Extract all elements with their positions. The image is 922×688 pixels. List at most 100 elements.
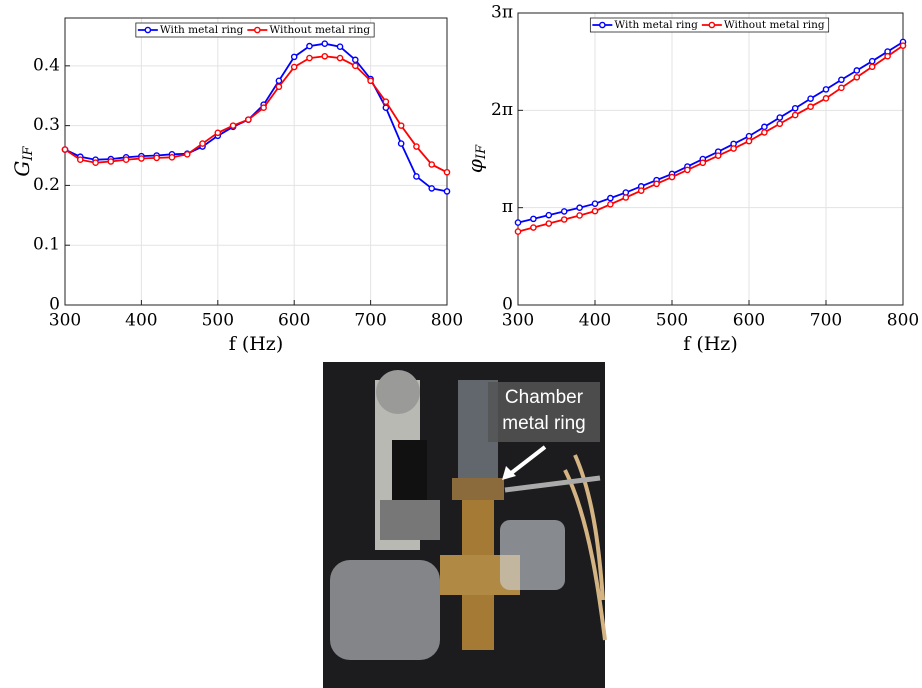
x-tick-label: 400 <box>579 311 611 331</box>
photo-ring <box>452 478 504 500</box>
legend-label: Without metal ring <box>724 19 825 31</box>
y-axis-label-base: φ <box>463 159 487 173</box>
legend-marker <box>144 26 152 34</box>
data-point <box>822 86 830 93</box>
data-point <box>560 208 568 215</box>
data-point <box>413 143 420 150</box>
data-point <box>321 52 329 60</box>
data-point <box>791 104 799 112</box>
x-tick-label: 800 <box>887 311 919 331</box>
legend: With metal ring Without metal ring <box>589 17 830 33</box>
data-point <box>576 204 583 212</box>
data-point <box>168 154 176 161</box>
y-tick-label: π <box>502 197 513 217</box>
data-point <box>153 154 160 162</box>
photo-rod <box>504 475 601 493</box>
data-point <box>514 228 522 235</box>
data-point <box>397 122 405 129</box>
data-point <box>76 156 84 164</box>
data-point <box>591 200 599 207</box>
y-axis-label: φIF <box>463 144 489 173</box>
data-point <box>428 161 436 168</box>
data-point <box>684 166 691 174</box>
y-axis-label-base: G <box>10 161 34 177</box>
data-point <box>853 67 861 74</box>
data-point <box>530 224 537 231</box>
axes-frame <box>64 17 448 306</box>
annotation-arrowhead <box>502 466 516 480</box>
data-point <box>761 123 768 131</box>
data-point <box>290 53 298 61</box>
data-point <box>138 155 145 162</box>
data-point <box>776 114 784 121</box>
y-axis-label-subscript: IF <box>21 145 36 161</box>
data-point <box>61 146 69 153</box>
data-point <box>352 56 359 64</box>
data-point <box>868 63 876 71</box>
data-point <box>443 168 451 176</box>
data-point <box>245 116 252 123</box>
data-point <box>822 95 830 102</box>
data-point <box>730 145 737 152</box>
plot-area <box>65 18 447 305</box>
data-point <box>545 211 553 219</box>
data-point <box>637 187 645 194</box>
legend-marker <box>599 21 606 29</box>
y-tick-label: 0.2 <box>33 175 60 195</box>
data-point <box>560 216 568 223</box>
data-point <box>275 83 283 91</box>
data-point <box>699 159 707 167</box>
data-point <box>807 95 814 102</box>
photo-right-chamber <box>500 520 565 590</box>
data-point <box>714 152 722 159</box>
data-point <box>413 173 420 180</box>
data-point <box>838 84 845 92</box>
data-point <box>122 156 130 164</box>
data-point <box>653 180 660 188</box>
chart: 0 π 2π 3π 300 400 500 600 700 800 f (Hz) φIF With me… <box>463 3 920 356</box>
x-tick-label: 700 <box>810 311 842 331</box>
data-point <box>868 57 876 65</box>
annotation-text: Chamber <box>505 387 584 408</box>
legend-marker <box>254 26 261 34</box>
data-point <box>530 215 537 223</box>
data-point <box>545 220 553 227</box>
data-point <box>397 140 405 147</box>
data-point <box>838 76 845 84</box>
x-tick-label: 600 <box>278 311 310 331</box>
data-point <box>352 62 359 70</box>
y-axis-label: GIF <box>10 145 36 176</box>
data-point <box>199 140 206 147</box>
data-point <box>899 42 907 49</box>
y-tick-label: 0.3 <box>33 115 60 135</box>
data-point <box>853 73 861 81</box>
data-point <box>576 212 583 219</box>
axes-frame <box>517 12 904 306</box>
data-point <box>745 137 753 145</box>
data-point <box>428 185 436 192</box>
data-point <box>336 54 344 62</box>
data-point <box>367 77 374 85</box>
y-tick-label: 0 <box>49 295 60 315</box>
y-axis-label-subscript: IF <box>474 144 489 160</box>
y-tick-label: 0 <box>502 295 513 315</box>
y-tick-label: 2π <box>491 100 513 120</box>
legend-label: With metal ring <box>160 24 244 36</box>
data-point <box>668 173 676 181</box>
data-point <box>607 194 614 202</box>
legend-label: Without metal ring <box>269 24 370 36</box>
x-tick-label: 400 <box>125 311 157 331</box>
data-point <box>290 63 298 71</box>
data-point <box>884 52 891 60</box>
x-tick-label: 300 <box>49 311 81 331</box>
data-point <box>275 77 283 85</box>
x-axis-label: f (Hz) <box>229 333 283 355</box>
data-point <box>607 201 614 208</box>
data-point <box>443 188 451 195</box>
data-point <box>791 111 799 119</box>
x-tick-label: 300 <box>502 311 534 331</box>
legend-label: With metal ring <box>614 19 698 31</box>
data-point <box>107 158 115 165</box>
data-point <box>336 43 344 51</box>
data-point <box>214 129 222 137</box>
